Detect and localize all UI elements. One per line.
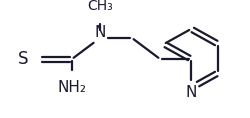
Text: NH₂: NH₂ (57, 80, 86, 95)
Text: N: N (184, 85, 196, 100)
Text: CH₃: CH₃ (87, 0, 113, 13)
Text: S: S (18, 50, 28, 68)
Text: N: N (94, 25, 105, 40)
